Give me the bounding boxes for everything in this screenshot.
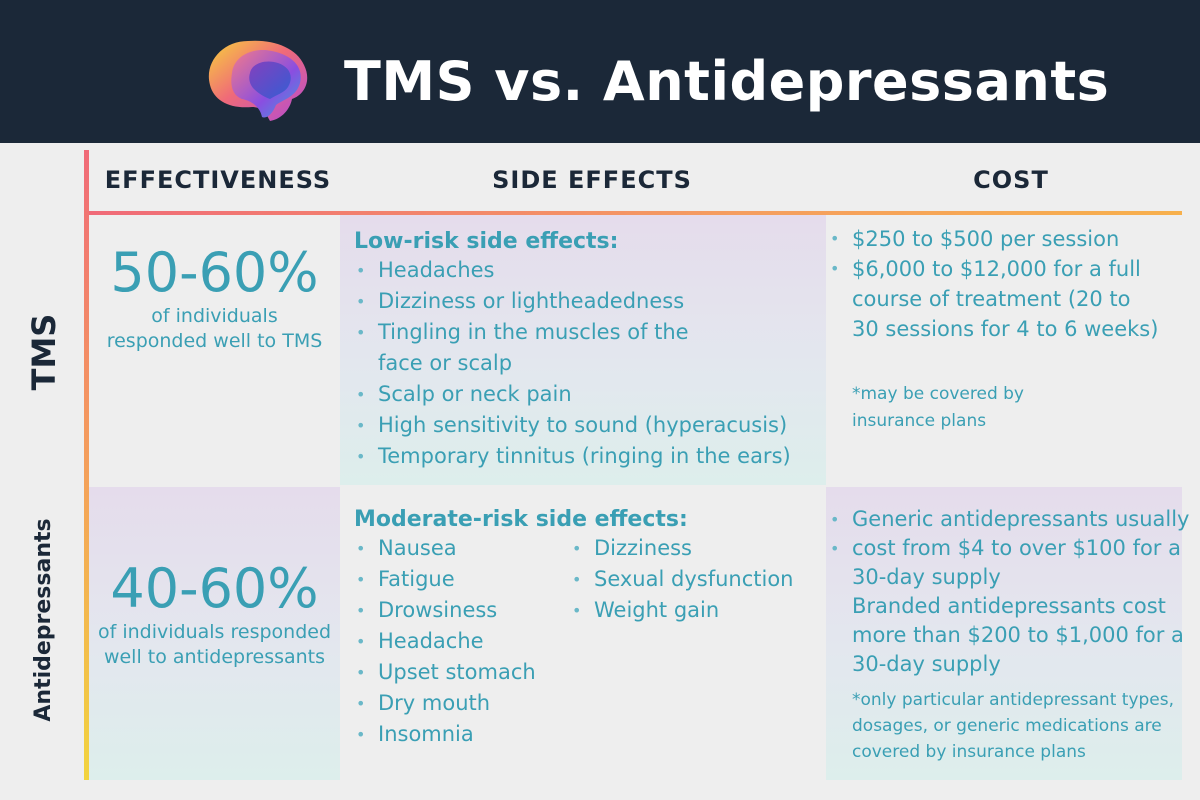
column-header-cost: COST xyxy=(973,166,1049,194)
tms-effectiveness-cell: 50-60% of individuals responded well to … xyxy=(89,215,340,485)
cost-line: course of treatment (20 to xyxy=(852,287,1131,311)
horizontal-accent-bar xyxy=(89,211,1182,215)
list-item: Upset stomach xyxy=(354,657,826,688)
tms-cost-note-line1: *may be covered by xyxy=(852,384,1024,404)
list-item: Headaches xyxy=(354,255,826,286)
cost-line: Branded antidepressants cost xyxy=(852,594,1166,618)
list-item: Headache xyxy=(354,626,826,657)
column-header-side-effects: SIDE EFFECTS xyxy=(492,166,692,194)
list-item: Nausea xyxy=(354,533,826,564)
tms-side-effects-heading: Low-risk side effects: xyxy=(354,229,619,254)
ad-side-effects-list-1: Nausea Fatigue Drowsiness Headache Upset… xyxy=(354,533,826,750)
list-item: Dry mouth xyxy=(354,688,826,719)
column-header-effectiveness: EFFECTIVENESS xyxy=(104,166,332,194)
ad-effectiveness-value: 40-60% xyxy=(110,557,319,620)
header-banner: TMS vs. Antidepressants xyxy=(0,0,1200,143)
list-item: Insomnia xyxy=(354,719,826,750)
list-item: Dizziness xyxy=(570,533,793,564)
ad-effectiveness-line2: well to antidepressants xyxy=(103,646,326,668)
ad-cost-note-line1: *only particular antidepressant types, xyxy=(852,690,1175,710)
list-item: Fatigue xyxy=(354,564,826,595)
tms-side-effects-list: Headaches Dizziness or lightheadedness T… xyxy=(354,255,826,472)
tms-cost-note-line2: insurance plans xyxy=(852,411,987,431)
cost-line: 30-day supply xyxy=(852,565,1001,589)
list-item: Dizziness or lightheadedness xyxy=(354,286,826,317)
list-item: Sexual dysfunction xyxy=(570,564,793,595)
tms-effectiveness-value: 50-60% xyxy=(110,241,319,304)
ad-cost-note-line3: covered by insurance plans xyxy=(852,742,1086,762)
brain-icon xyxy=(208,40,308,122)
list-item: $6,000 to $12,000 for a full xyxy=(828,254,1182,284)
row-label-antidepressants: Antidepressants xyxy=(31,518,56,722)
list-item: Tingling in the muscles of the xyxy=(354,317,826,348)
ad-effectiveness-cell: 40-60% of individuals responded well to … xyxy=(89,487,340,780)
list-item: cost from $4 to over $100 for a xyxy=(828,534,1182,563)
list-item: High sensitivity to sound (hyperacusis) xyxy=(354,410,826,441)
list-item: Generic antidepressants usually xyxy=(828,505,1189,534)
tms-effectiveness-line1: of individuals xyxy=(151,305,278,327)
list-item-continuation: face or scalp xyxy=(378,351,513,375)
ad-side-effects-list-2: Dizziness Sexual dysfunction Weight gain xyxy=(570,533,793,626)
cost-line: 30-day supply xyxy=(852,652,1001,676)
row-label-tms: TMS xyxy=(25,313,63,391)
tms-effectiveness-line2: responded well to TMS xyxy=(106,330,323,352)
vertical-accent-bar xyxy=(84,150,89,780)
list-item: Drowsiness xyxy=(354,595,826,626)
page-title: TMS vs. Antidepressants xyxy=(344,50,1110,113)
ad-side-effects-heading: Moderate-risk side effects: xyxy=(354,507,688,532)
ad-cost-cell: Generic antidepressants usually cost fro… xyxy=(826,487,1189,780)
ad-side-effects-cell: Moderate-risk side effects: Nausea Fatig… xyxy=(340,487,826,780)
list-item: Temporary tinnitus (ringing in the ears) xyxy=(354,441,826,472)
tms-side-effects-cell: Low-risk side effects: Headaches Dizzine… xyxy=(340,215,826,485)
cost-line: 30 sessions for 4 to 6 weeks) xyxy=(852,317,1159,341)
list-item: Scalp or neck pain xyxy=(354,379,826,410)
ad-cost-note-line2: dosages, or generic medications are xyxy=(852,716,1162,736)
list-item: $250 to $500 per session xyxy=(828,224,1182,254)
tms-cost-cell: $250 to $500 per session $6,000 to $12,0… xyxy=(826,215,1182,485)
list-item: Weight gain xyxy=(570,595,793,626)
tms-cost-list: $250 to $500 per session $6,000 to $12,0… xyxy=(828,224,1182,284)
ad-effectiveness-line1: of individuals responded xyxy=(97,621,332,643)
cost-line: more than $200 to $1,000 for a xyxy=(852,623,1184,647)
ad-cost-list: Generic antidepressants usually cost fro… xyxy=(828,505,1189,563)
